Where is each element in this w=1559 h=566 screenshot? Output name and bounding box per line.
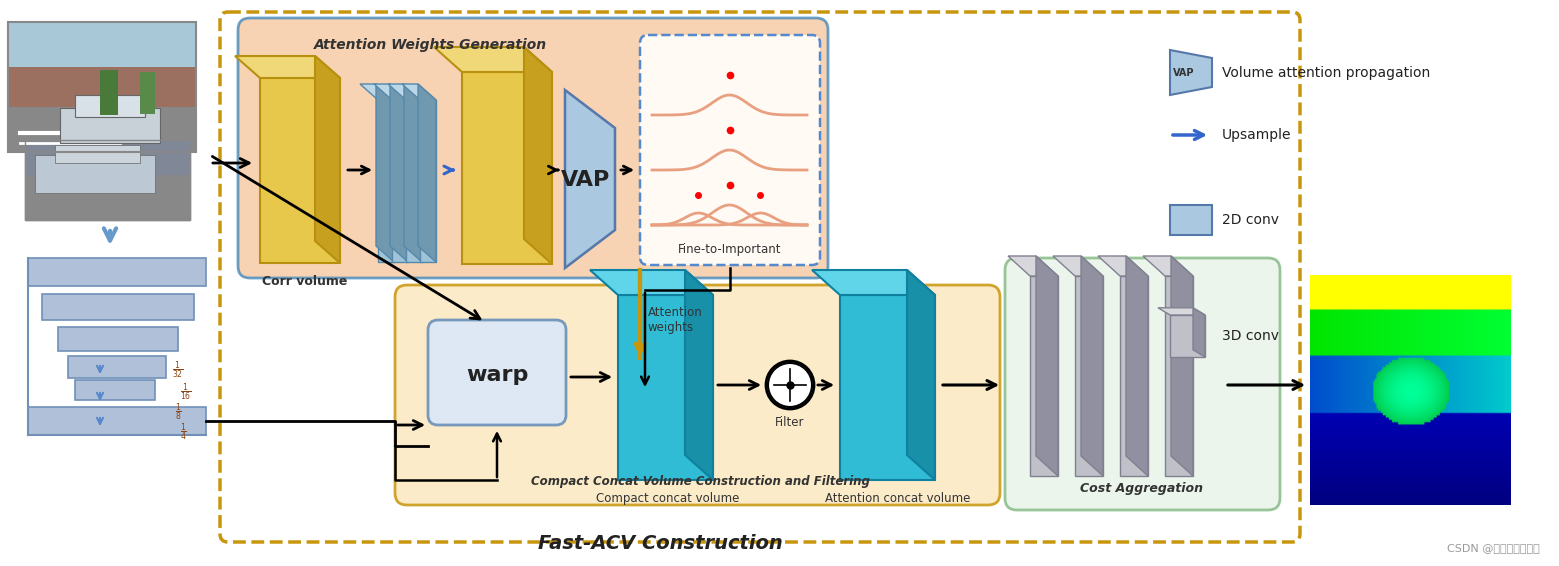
Text: Fast-ACV Construction: Fast-ACV Construction [538, 534, 783, 553]
Text: Attention concat volume: Attention concat volume [825, 492, 971, 505]
Polygon shape [235, 56, 340, 78]
Polygon shape [433, 47, 552, 72]
Bar [8, 107, 196, 152]
Bar [28, 407, 206, 435]
FancyBboxPatch shape [394, 285, 999, 505]
Bar [140, 72, 154, 114]
Bar [42, 294, 193, 320]
Polygon shape [1098, 256, 1147, 276]
Bar [69, 356, 165, 378]
Text: Upsample: Upsample [1222, 128, 1291, 142]
Text: CSDN @华科附小第一名: CSDN @华科附小第一名 [1447, 543, 1540, 553]
Polygon shape [1143, 256, 1193, 276]
Polygon shape [1080, 256, 1104, 476]
Polygon shape [315, 56, 340, 263]
Polygon shape [404, 84, 422, 262]
Bar [34, 155, 154, 193]
Bar [28, 258, 206, 286]
Text: Fine-to-Important: Fine-to-Important [678, 243, 781, 256]
Text: $\frac{1}{4}$: $\frac{1}{4}$ [179, 421, 187, 443]
Circle shape [765, 361, 814, 409]
Bar [59, 108, 161, 143]
Bar [100, 70, 118, 115]
Text: VAP: VAP [561, 170, 611, 190]
FancyBboxPatch shape [429, 320, 566, 425]
Polygon shape [390, 84, 408, 262]
FancyBboxPatch shape [239, 18, 828, 278]
Polygon shape [1119, 276, 1147, 476]
Polygon shape [1009, 256, 1059, 276]
Bar [25, 175, 190, 220]
Polygon shape [418, 84, 437, 262]
Text: Filter: Filter [775, 416, 804, 429]
Polygon shape [391, 100, 408, 262]
Text: Corr volume: Corr volume [262, 275, 348, 288]
Text: $\frac{1}{32}$: $\frac{1}{32}$ [171, 359, 184, 381]
Bar [75, 380, 154, 400]
Polygon shape [524, 47, 552, 264]
Bar [55, 145, 140, 163]
Bar [75, 95, 145, 117]
Bar [25, 140, 190, 220]
Polygon shape [419, 100, 437, 262]
Polygon shape [564, 90, 614, 268]
Text: VAP: VAP [1174, 68, 1194, 78]
Polygon shape [684, 270, 712, 480]
Polygon shape [589, 270, 712, 295]
Polygon shape [388, 84, 422, 100]
Text: 2D conv: 2D conv [1222, 213, 1278, 227]
Text: Attention Weights Generation: Attention Weights Generation [313, 38, 547, 52]
Polygon shape [1158, 308, 1205, 315]
Text: Compact Concat Volume Construction and Filtering: Compact Concat Volume Construction and F… [530, 475, 870, 488]
Polygon shape [461, 72, 552, 264]
Text: $\frac{1}{8}$: $\frac{1}{8}$ [175, 401, 182, 423]
Bar [8, 22, 196, 152]
Polygon shape [1052, 256, 1104, 276]
Polygon shape [1193, 308, 1205, 357]
Polygon shape [1169, 315, 1205, 357]
Text: Volume attention propagation: Volume attention propagation [1222, 66, 1430, 80]
FancyBboxPatch shape [1006, 258, 1280, 510]
Polygon shape [1171, 256, 1193, 476]
Polygon shape [374, 84, 408, 100]
Polygon shape [377, 100, 394, 262]
Bar [8, 67, 196, 107]
Text: 3D conv: 3D conv [1222, 329, 1278, 343]
Polygon shape [812, 270, 935, 295]
Bar [1169, 205, 1211, 235]
Polygon shape [260, 78, 340, 263]
Text: warp: warp [466, 365, 529, 385]
Polygon shape [405, 100, 422, 262]
Bar [8, 22, 196, 67]
Bar [25, 140, 190, 220]
Polygon shape [376, 84, 394, 262]
Polygon shape [360, 84, 394, 100]
Polygon shape [840, 295, 935, 480]
Polygon shape [907, 270, 935, 480]
Polygon shape [617, 295, 712, 480]
Text: Cost Aggregation: Cost Aggregation [1080, 482, 1204, 495]
Polygon shape [1030, 276, 1059, 476]
FancyBboxPatch shape [641, 35, 820, 265]
Text: Attention
weights: Attention weights [649, 306, 703, 334]
Polygon shape [1037, 256, 1059, 476]
Text: $\frac{1}{16}$: $\frac{1}{16}$ [179, 381, 192, 403]
Polygon shape [1169, 50, 1211, 95]
Polygon shape [1126, 256, 1147, 476]
Bar [8, 22, 196, 152]
Bar [58, 327, 178, 351]
Polygon shape [402, 84, 437, 100]
Polygon shape [1076, 276, 1104, 476]
Text: Compact concat volume: Compact concat volume [596, 492, 739, 505]
Polygon shape [1165, 276, 1193, 476]
